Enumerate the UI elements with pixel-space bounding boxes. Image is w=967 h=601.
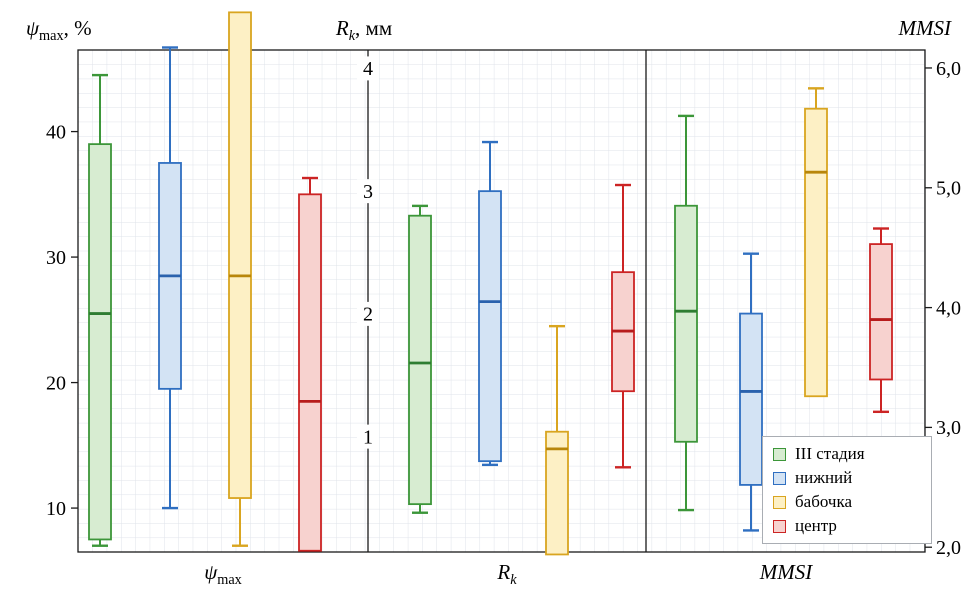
legend: III стадия нижний бабочка центр bbox=[762, 436, 932, 544]
legend-label: III стадия bbox=[795, 444, 865, 463]
left-axis-title: ψmax, % bbox=[26, 16, 92, 45]
tick-label-left: 10 bbox=[46, 498, 66, 520]
tick-label-divider: 3 bbox=[363, 181, 373, 203]
left-axis-title-symbol: ψ bbox=[26, 16, 40, 40]
box-rect bbox=[478, 190, 502, 463]
legend-swatch-icon bbox=[773, 495, 786, 509]
box-MMSI-series2 bbox=[804, 87, 828, 398]
xlabel-psi-symbol: ψ bbox=[204, 560, 218, 584]
tick-label-left: 40 bbox=[46, 121, 66, 143]
box-Rk-series0 bbox=[408, 204, 432, 514]
tick-label-left: 30 bbox=[46, 247, 66, 269]
right-axis-title-symbol: MMSI bbox=[898, 16, 951, 40]
box-rect bbox=[739, 312, 763, 486]
box-rect bbox=[228, 11, 252, 499]
box-rect bbox=[545, 430, 569, 556]
xlabel-psi-max: ψmax bbox=[204, 560, 242, 589]
tick-label-right: 4,0 bbox=[936, 297, 961, 319]
xlabel-mmsi: MMSI bbox=[760, 560, 812, 585]
xlabel-rk: Rk bbox=[497, 560, 516, 589]
box-rect bbox=[674, 204, 698, 443]
middle-axis-title-sub: k bbox=[348, 28, 356, 45]
legend-item-1: нижний bbox=[773, 468, 921, 488]
box-psi_max-series1 bbox=[158, 46, 182, 510]
tick-label-right: 5,0 bbox=[936, 178, 961, 200]
box-MMSI-series3 bbox=[869, 227, 893, 414]
box-rect bbox=[298, 193, 322, 552]
tick-label-divider: 1 bbox=[363, 426, 373, 448]
box-psi_max-series0 bbox=[88, 73, 112, 547]
legend-label: центр bbox=[795, 516, 837, 535]
legend-item-0: III стадия bbox=[773, 444, 921, 464]
xlabel-psi-sub: max bbox=[217, 572, 242, 589]
box-MMSI-series1 bbox=[739, 252, 763, 532]
box-Rk-series2 bbox=[545, 324, 569, 556]
legend-item-2: бабочка bbox=[773, 492, 921, 512]
tick-label-right: 2,0 bbox=[936, 537, 961, 559]
right-axis-title: MMSI bbox=[899, 16, 951, 41]
box-rect bbox=[408, 214, 432, 506]
legend-swatch-icon bbox=[773, 471, 786, 485]
tick-label-right: 6,0 bbox=[936, 58, 961, 80]
box-psi_max-series2 bbox=[228, 11, 252, 547]
tick-label-right: 3,0 bbox=[936, 417, 961, 439]
tick-label-divider: 4 bbox=[363, 58, 373, 80]
box-Rk-series3 bbox=[611, 183, 635, 469]
xlabel-rk-sub: k bbox=[510, 572, 517, 589]
middle-axis-title-unit: , мм bbox=[355, 16, 393, 40]
middle-axis-title: Rk, мм bbox=[336, 16, 392, 45]
xlabel-mmsi-symbol: MMSI bbox=[759, 560, 813, 584]
legend-swatch-icon bbox=[773, 519, 786, 533]
box-rect bbox=[804, 107, 828, 398]
legend-swatch-icon bbox=[773, 447, 786, 461]
box-psi_max-series3 bbox=[298, 176, 322, 552]
legend-label: нижний bbox=[795, 468, 853, 487]
box-MMSI-series0 bbox=[674, 114, 698, 512]
middle-axis-title-symbol: R bbox=[335, 16, 349, 40]
tick-label-chip bbox=[357, 56, 379, 81]
tick-label-divider: 2 bbox=[363, 304, 373, 326]
legend-label: бабочка bbox=[795, 492, 853, 511]
box-rect bbox=[869, 243, 893, 381]
xlabel-rk-symbol: R bbox=[497, 560, 511, 584]
box-rect bbox=[88, 143, 112, 541]
tick-label-chip bbox=[357, 301, 379, 326]
left-axis-title-sub: max bbox=[39, 28, 64, 45]
left-axis-title-unit: , % bbox=[63, 16, 92, 40]
tick-label-left: 20 bbox=[46, 372, 66, 394]
plot-border bbox=[77, 49, 926, 553]
legend-item-3: центр bbox=[773, 516, 921, 536]
box-Rk-series1 bbox=[478, 140, 502, 467]
tick-label-chip bbox=[357, 424, 379, 449]
tick-label-chip bbox=[357, 179, 379, 204]
